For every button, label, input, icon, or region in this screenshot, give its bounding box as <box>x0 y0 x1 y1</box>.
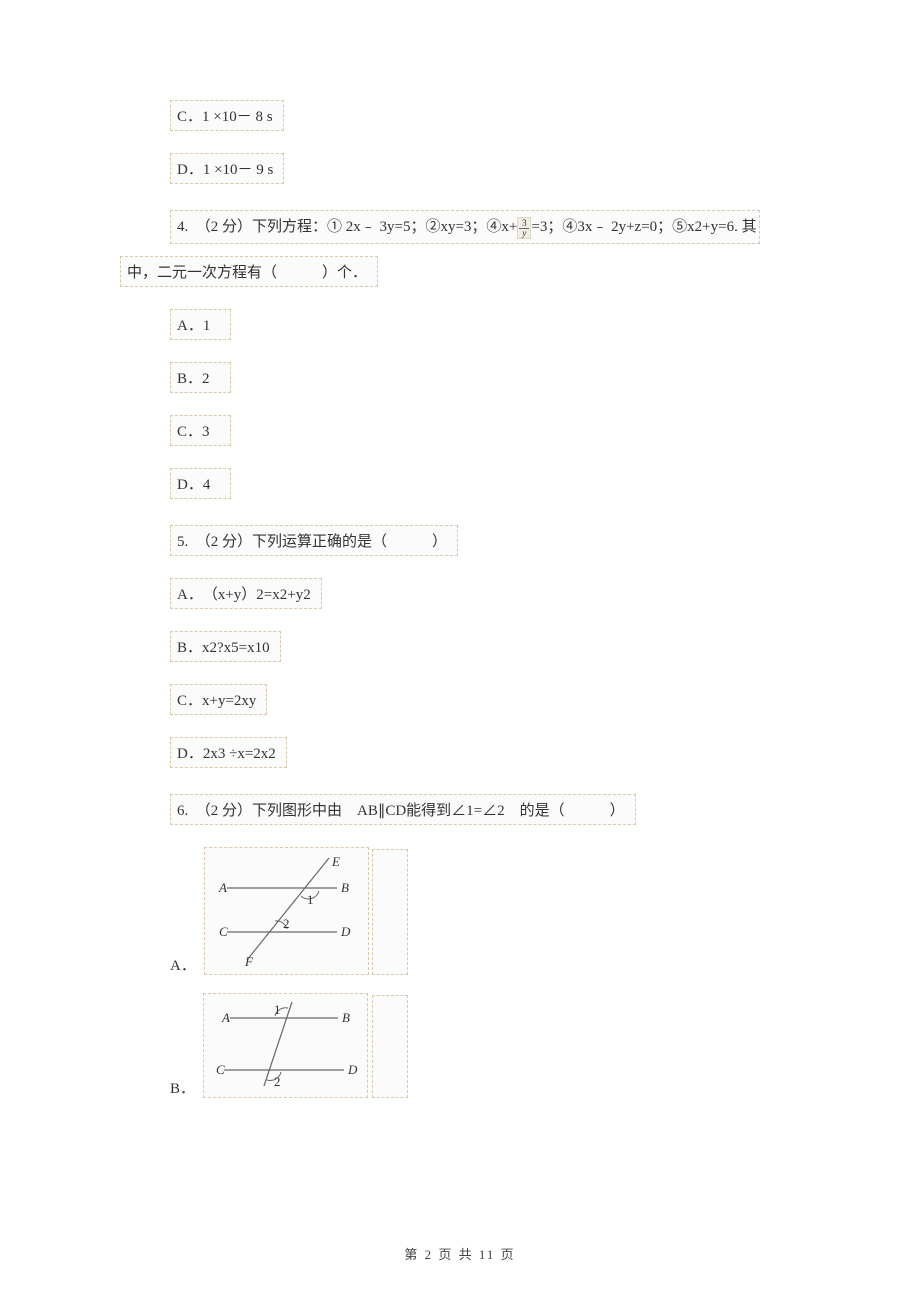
q4-option-b: B．2 <box>170 362 231 393</box>
q3-option-c: C．1 ×10－ 8 s <box>170 100 284 131</box>
q5-stem: 5. （2 分）下列运算正确的是（ ） <box>170 525 458 556</box>
svg-text:1: 1 <box>307 892 314 907</box>
svg-text:2: 2 <box>283 916 290 931</box>
svg-text:A: A <box>221 1010 230 1025</box>
q6-figure-b: A B C D 1 2 <box>203 993 368 1098</box>
q6-option-a-label: A． <box>170 954 196 975</box>
fraction-icon: 3y <box>517 217 531 239</box>
svg-text:F: F <box>244 954 254 969</box>
q6-option-b-label: B． <box>170 1077 195 1098</box>
q5-option-b: B．x2?x5=x10 <box>170 631 281 662</box>
q4-stem-suffix: =3；④3x﹣ 2y+z=0；⑤x2+y=6. 其 <box>531 219 756 235</box>
q6-option-a-row: A． A B C D E F 1 2 <box>170 847 800 975</box>
svg-text:B: B <box>342 1010 350 1025</box>
svg-text:D: D <box>340 924 351 939</box>
q5-option-c: C．x+y=2xy <box>170 684 267 715</box>
svg-text:E: E <box>331 854 340 869</box>
q4-option-c: C．3 <box>170 415 231 446</box>
q5-stem-wrap: 5. （2 分）下列运算正确的是（ ） <box>170 525 800 556</box>
q4-option-d: D．4 <box>170 468 231 499</box>
svg-text:C: C <box>216 1062 225 1077</box>
svg-text:A: A <box>218 880 227 895</box>
q4-stem-line2-wrap: 中，二元一次方程有（ ）个． <box>120 256 800 287</box>
q6-stem: 6. （2 分）下列图形中由 AB∥CD能得到∠1=∠2 的是（ ） <box>170 794 636 825</box>
q3-option-d: D．1 ×10－ 9 s <box>170 153 284 184</box>
q4-stem-line2: 中，二元一次方程有（ ）个． <box>120 256 378 287</box>
q5-option-d: D．2x3 ÷x=2x2 <box>170 737 287 768</box>
page-footer: 第 2 页 共 11 页 <box>0 1244 920 1263</box>
svg-text:B: B <box>341 880 349 895</box>
q4-stem: 4. （2 分）下列方程：① 2x﹣ 3y=5；②xy=3；④x+3y=3；④3… <box>170 210 800 244</box>
svg-text:D: D <box>347 1062 358 1077</box>
q4-stem-prefix: 4. （2 分）下列方程：① 2x﹣ 3y=5；②xy=3；④x+ <box>177 219 517 235</box>
q6-option-b-row: B． A B C D 1 2 <box>170 993 800 1098</box>
q6-stem-wrap: 6. （2 分）下列图形中由 AB∥CD能得到∠1=∠2 的是（ ） <box>170 794 800 825</box>
q4-option-a: A．1 <box>170 309 231 340</box>
svg-text:2: 2 <box>274 1074 281 1089</box>
svg-text:C: C <box>219 924 228 939</box>
q6-figure-a: A B C D E F 1 2 <box>204 847 369 975</box>
q5-option-a: A． （x+y）2=x2+y2 <box>170 578 322 609</box>
svg-text:1: 1 <box>274 1002 281 1017</box>
